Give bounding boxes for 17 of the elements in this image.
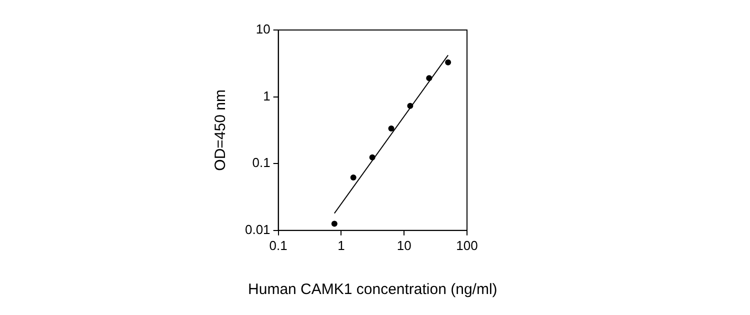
x-tick-label: 0.1: [269, 238, 288, 253]
point: [407, 102, 414, 109]
x-tick-label: 1: [338, 238, 345, 253]
point: [445, 59, 452, 66]
y-tick-label: 0.1: [252, 155, 270, 170]
y-tick-label: 0.01: [244, 222, 270, 237]
x-axis-title: Human CAMK1 concentration (ng/ml): [248, 281, 498, 298]
point: [426, 75, 432, 82]
y-tick-label: 1: [263, 88, 270, 104]
point: [388, 126, 394, 132]
y-axis-title: OD=450 nm: [212, 90, 230, 171]
x-tick-label: 10: [396, 238, 412, 253]
point: [350, 174, 356, 180]
y-tick-label: 10: [256, 22, 270, 37]
x-tick-label: 100: [456, 238, 478, 253]
point: [331, 220, 338, 227]
point: [369, 154, 376, 160]
